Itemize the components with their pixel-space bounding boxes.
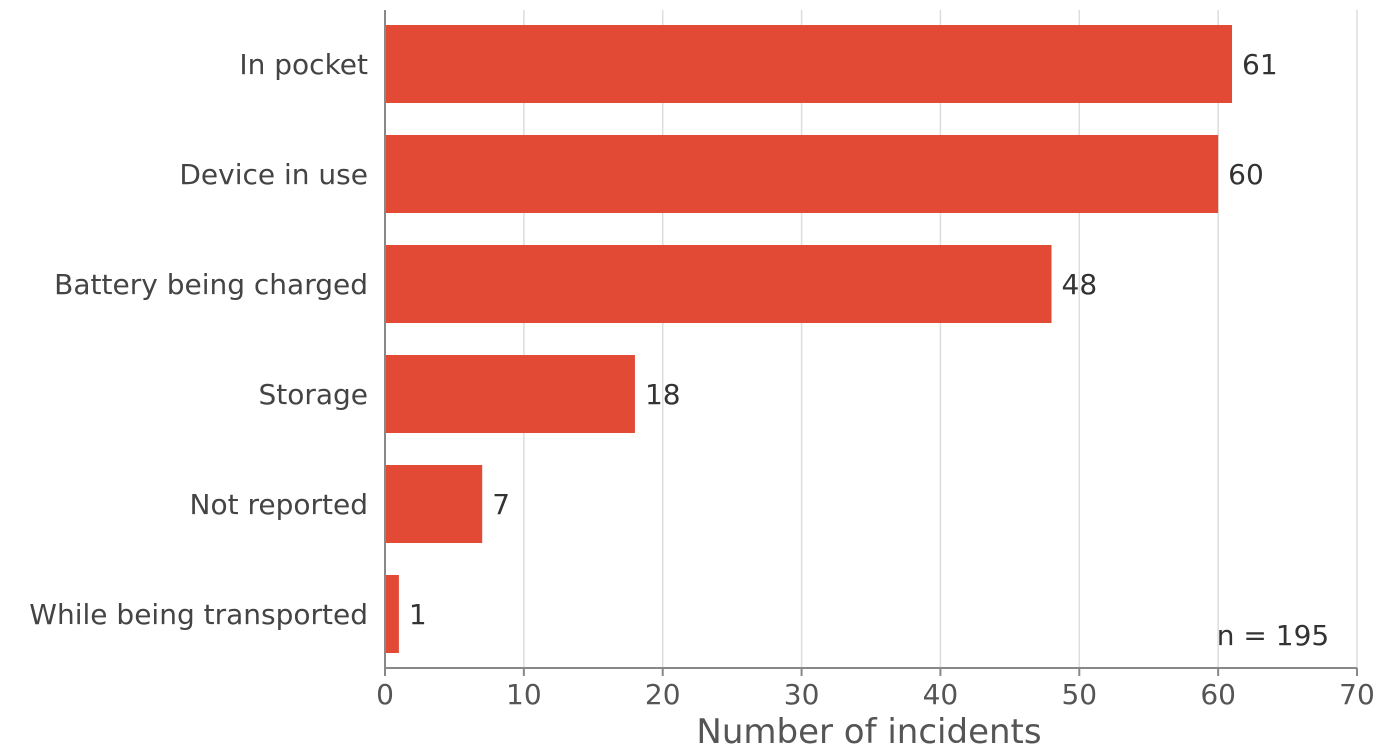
category-labels: In pocket Device in use Battery being char… — [29, 48, 368, 631]
bar — [386, 355, 635, 433]
x-tick-labels: 0 10 20 30 40 50 60 70 — [376, 678, 1375, 711]
x-axis-label: Number of incidents — [696, 712, 1041, 749]
x-tick-label: 70 — [1339, 678, 1375, 711]
grid-lines — [523, 10, 1358, 668]
category-label: While being transported — [29, 598, 368, 631]
data-label: 7 — [492, 488, 510, 521]
category-label: Storage — [258, 378, 368, 411]
category-label: Not reported — [190, 488, 368, 521]
data-label: 18 — [645, 378, 681, 411]
data-label: 1 — [409, 598, 427, 631]
x-tick-label: 10 — [506, 678, 542, 711]
bar — [386, 575, 399, 653]
data-label: 61 — [1242, 48, 1278, 81]
x-tick-label: 50 — [1061, 678, 1097, 711]
x-tick-label: 40 — [923, 678, 959, 711]
data-label: 60 — [1228, 158, 1264, 191]
x-tick-label: 20 — [645, 678, 681, 711]
axes — [384, 10, 1358, 676]
bars — [386, 25, 1233, 653]
category-label: Battery being charged — [54, 268, 368, 301]
bar — [386, 135, 1219, 213]
category-label: In pocket — [239, 48, 368, 81]
x-tick-label: 0 — [376, 678, 394, 711]
x-tick-label: 30 — [784, 678, 820, 711]
category-label: Device in use — [179, 158, 368, 191]
bar — [386, 465, 483, 543]
value-labels: 61 60 48 18 7 1 — [409, 48, 1278, 631]
sample-size-annotation: n = 195 — [1217, 619, 1329, 652]
bar — [386, 245, 1052, 323]
bar — [386, 25, 1233, 103]
x-tick-label: 60 — [1200, 678, 1236, 711]
data-label: 48 — [1062, 268, 1098, 301]
